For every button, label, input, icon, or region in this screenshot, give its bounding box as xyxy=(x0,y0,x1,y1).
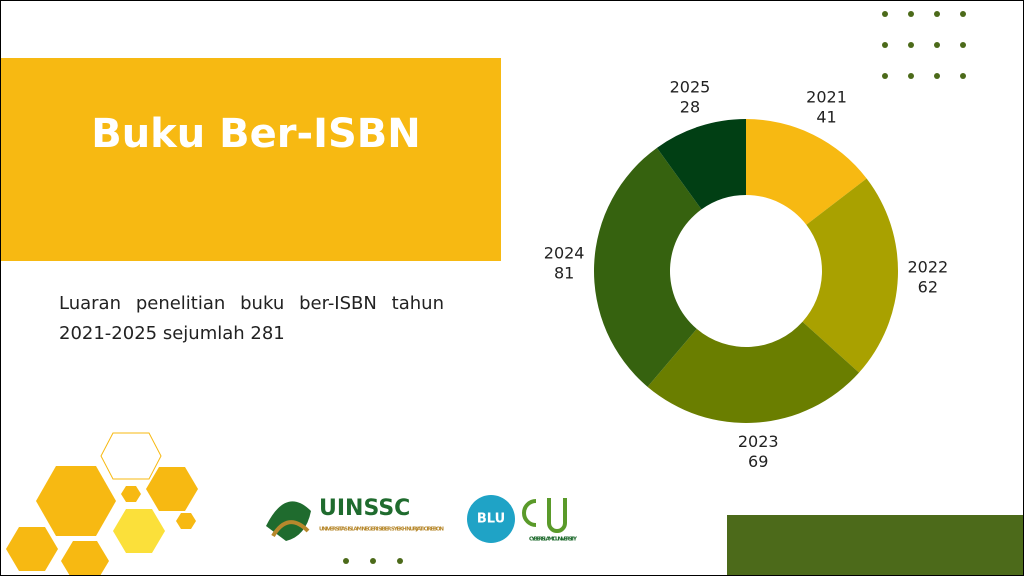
slice-category: 2021 xyxy=(806,87,847,106)
blu-badge xyxy=(467,495,515,543)
title-band xyxy=(1,58,501,261)
logo-subtitle: UNIVERSITAS ISLAM NEGERI SIBER SYEKH NUR… xyxy=(319,527,444,533)
hexagons xyxy=(6,432,198,575)
donut-slice xyxy=(647,321,860,424)
slice-value: 69 xyxy=(748,452,768,471)
slice-category: 2024 xyxy=(544,243,585,262)
donut-slice xyxy=(802,178,898,373)
description: Luaran penelitian buku ber-ISBN tahun 20… xyxy=(59,293,444,344)
slice-value: 62 xyxy=(918,278,938,297)
slice-category: 2022 xyxy=(908,258,949,277)
title: Buku Ber-ISBN xyxy=(91,111,421,157)
slice-value: 81 xyxy=(554,263,574,282)
ciu-mark xyxy=(522,498,567,533)
donut-slice xyxy=(594,147,702,387)
slice-value: 28 xyxy=(680,97,700,116)
donut-slice xyxy=(656,119,746,210)
slice-category: 2025 xyxy=(670,77,711,96)
logo-emblem xyxy=(266,501,311,541)
logo-name: UINSSC xyxy=(319,496,410,521)
ciu-text: CYBER ISLAMIC UNIVERSITY xyxy=(529,537,578,543)
dots xyxy=(343,11,966,564)
slice-category: 2023 xyxy=(738,432,779,451)
corner-band xyxy=(727,515,1023,575)
donut-slice xyxy=(746,119,867,225)
slice-value: 41 xyxy=(816,107,836,126)
blu-text: BLU xyxy=(477,512,505,527)
